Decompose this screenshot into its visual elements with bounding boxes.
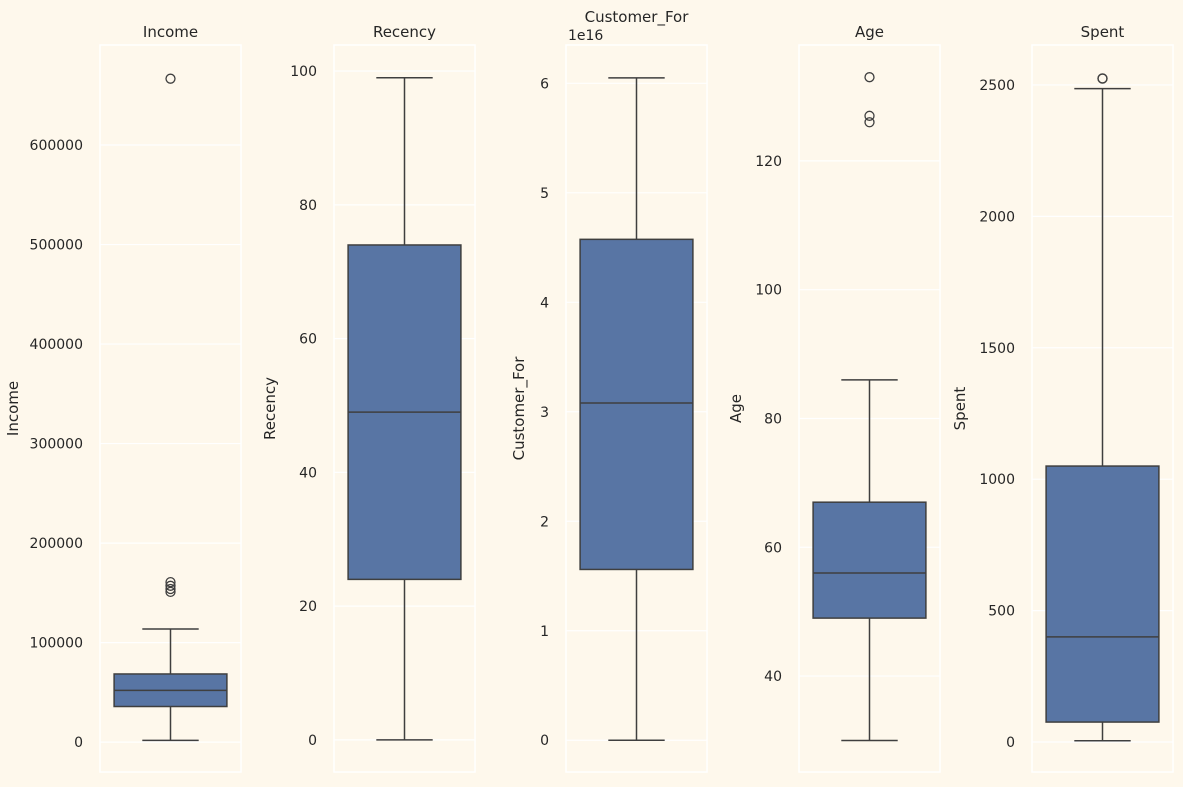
y-tick-label: 40 <box>764 669 782 685</box>
y-tick-label: 100000 <box>30 636 83 652</box>
outlier-point <box>165 583 176 595</box>
y-tick-label: 6 <box>540 76 549 92</box>
y-tick-label: 0 <box>1006 735 1015 751</box>
y-tick-label: 0 <box>308 733 317 749</box>
y-tick-label: 1 <box>540 624 549 640</box>
y-tick-label: 100 <box>755 283 782 299</box>
y-tick-label: 120 <box>755 154 782 170</box>
subplot-title: Income <box>143 23 198 41</box>
y-tick-label: 500 <box>988 604 1015 620</box>
y-tick-label: 400000 <box>30 337 83 353</box>
outlier-point <box>165 586 176 598</box>
y-tick-label: 4 <box>540 295 549 311</box>
subplot-title: Spent <box>1081 23 1125 41</box>
iqr-box <box>1045 465 1160 723</box>
outlier-point <box>864 117 875 128</box>
outlier-point <box>165 580 176 591</box>
y-tick-label: 0 <box>74 735 83 751</box>
outlier-point <box>1097 73 1108 84</box>
y-axis-label: Recency <box>261 377 279 440</box>
subplot-recency: 0 20 40 60 80 100 Recency Recency <box>261 23 476 773</box>
axis-offset-label: 1e16 <box>568 28 603 44</box>
y-tick-label: 300000 <box>30 437 83 453</box>
subplot-title: Customer_For <box>585 8 690 27</box>
y-tick-label: 600000 <box>30 138 83 154</box>
y-tick-label: 40 <box>299 465 317 481</box>
y-axis-label: Income <box>4 381 22 436</box>
outlier-point <box>864 72 875 83</box>
y-tick-label: 20 <box>299 599 317 615</box>
outlier-point <box>165 576 176 588</box>
y-tick-label: 100 <box>290 64 317 80</box>
y-tick-label: 1000 <box>979 472 1015 488</box>
outlier-point <box>165 73 176 84</box>
subplot-title: Age <box>855 23 884 41</box>
subplot-spent: 0 500 1000 1500 2000 2500 Spent Spent <box>951 23 1174 773</box>
y-axis-label: Spent <box>951 387 969 431</box>
iqr-box <box>579 238 694 571</box>
outlier-point <box>864 110 875 121</box>
y-tick-label: 2500 <box>979 78 1015 94</box>
y-tick-label: 60 <box>764 540 782 556</box>
subplot-age: 40 60 80 100 120 Age Age <box>727 23 941 773</box>
subplot-income: 0 100000 200000 300000 400000 500000 600000 Inc… <box>4 23 242 773</box>
subplot-title: Recency <box>373 23 436 41</box>
y-tick-label: 2000 <box>979 209 1015 225</box>
y-tick-label: 80 <box>299 198 317 214</box>
y-tick-label: 200000 <box>30 536 83 552</box>
y-tick-label: 3 <box>540 405 549 421</box>
y-tick-label: 1500 <box>979 341 1015 357</box>
y-tick-label: 5 <box>540 186 549 202</box>
y-tick-label: 500000 <box>30 238 83 254</box>
y-axis-label: Age <box>727 394 745 423</box>
y-axis-label: Customer_For <box>510 356 529 461</box>
y-tick-label: 60 <box>299 332 317 348</box>
y-tick-label: 0 <box>540 733 549 749</box>
y-tick-label: 80 <box>764 411 782 427</box>
iqr-box <box>812 501 927 619</box>
y-tick-label: 2 <box>540 514 549 530</box>
